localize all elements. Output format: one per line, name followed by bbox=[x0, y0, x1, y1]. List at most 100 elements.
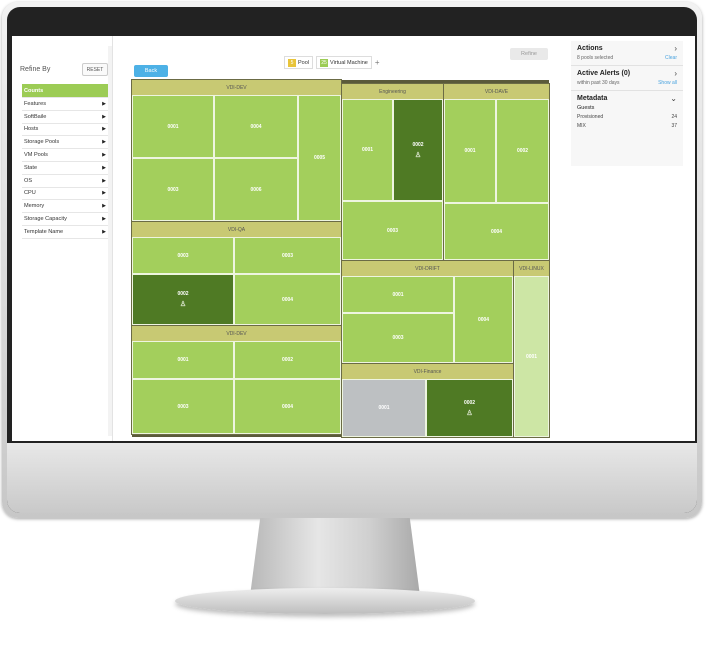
vm-tile[interactable]: 0003 bbox=[234, 237, 341, 274]
vm-label: 0002 bbox=[281, 357, 294, 363]
caret-right-icon: ▶ bbox=[102, 164, 106, 171]
reset-button[interactable]: RESET bbox=[82, 63, 108, 76]
vm-label: 0004 bbox=[477, 316, 490, 323]
add-level-icon[interactable]: + bbox=[374, 58, 380, 67]
filter-label: SoftBaile bbox=[24, 113, 47, 120]
monitor-stand-base bbox=[175, 588, 475, 614]
vm-label: 0004 bbox=[281, 296, 294, 303]
treemap-group[interactable]: VDI-DEV 0001 0002 0003 0004 bbox=[131, 325, 342, 435]
vm-label: 0002 bbox=[177, 291, 189, 297]
vm-tile[interactable]: 0001 bbox=[132, 341, 234, 379]
vm-label: 0001 bbox=[464, 148, 476, 154]
vm-count-badge: 25 bbox=[320, 58, 329, 67]
actions-section[interactable]: Actions › 8 pools selected Clear bbox=[571, 41, 683, 66]
vm-tile[interactable]: 0003 bbox=[342, 201, 443, 260]
filter-item-memory[interactable]: Memory ▶ bbox=[22, 200, 108, 214]
vm-tile[interactable]: 0003 bbox=[342, 313, 454, 363]
treemap-group[interactable]: VDI-LINUX 0001 bbox=[513, 260, 550, 438]
actions-title: Actions bbox=[577, 45, 603, 52]
filter-item-storage-pools[interactable]: Storage Pools ▶ bbox=[22, 136, 108, 150]
treemap-group[interactable]: VDI-DRIFT 0001 0004 0003 bbox=[341, 260, 514, 364]
filter-scrollbar[interactable] bbox=[108, 46, 112, 436]
vm-tile[interactable]: 0004 bbox=[234, 379, 341, 434]
filter-item-features[interactable]: Features ▶ bbox=[22, 98, 108, 111]
vm-label: 0004 bbox=[281, 403, 294, 410]
vm-tile[interactable]: 0006 bbox=[214, 158, 298, 221]
vm-tile-selected[interactable]: 0002 ♙ bbox=[132, 274, 234, 325]
filter-item-state[interactable]: State ▶ bbox=[22, 162, 108, 175]
metadata-value: 37 bbox=[671, 123, 677, 129]
caret-right-icon: ▶ bbox=[102, 139, 106, 146]
vm-tile[interactable]: 0001 bbox=[342, 99, 393, 201]
filter-label: Template Name bbox=[24, 228, 64, 235]
user-icon: ♙ bbox=[466, 409, 473, 417]
filter-item-counts[interactable]: Counts bbox=[22, 84, 108, 98]
filter-label: OS bbox=[24, 177, 33, 184]
filter-item-template-name[interactable]: Template Name ▶ bbox=[22, 226, 108, 239]
vm-tile[interactable]: 0002 bbox=[496, 99, 549, 203]
vm-tile[interactable]: 0004 bbox=[444, 203, 549, 260]
vm-tile[interactable]: 0004 bbox=[234, 274, 341, 325]
group-header: VDI-DEV bbox=[132, 80, 341, 95]
vm-tile[interactable]: 0004 bbox=[214, 95, 298, 158]
vm-tile[interactable]: 0005 bbox=[298, 95, 341, 221]
caret-right-icon: ▶ bbox=[102, 216, 106, 223]
vm-tile-selected[interactable]: 0002 ♙ bbox=[393, 99, 443, 201]
vm-tile[interactable]: 0003 bbox=[132, 237, 234, 274]
vm-label: 0002 bbox=[463, 399, 476, 406]
back-button[interactable]: Back bbox=[134, 65, 168, 77]
refine-panel: Refine By RESET Counts Features ▶ SoftBai… bbox=[12, 36, 113, 441]
vm-label: 0001 bbox=[361, 147, 374, 153]
vm-tile[interactable]: 0001 bbox=[342, 276, 454, 313]
chevron-down-icon[interactable]: ⌄ bbox=[670, 94, 677, 103]
user-icon: ♙ bbox=[414, 151, 422, 159]
alerts-section[interactable]: Active Alerts (0) › within past 30 days … bbox=[571, 66, 683, 91]
clear-link[interactable]: Clear bbox=[665, 55, 677, 61]
group-header: VDI-DAVE bbox=[444, 84, 549, 99]
treemap-group[interactable]: VDI-Finance 0001 0002 ♙ bbox=[341, 363, 514, 438]
metadata-section[interactable]: Metadata ⌄ Guests Provisioned 24 MIX 37 bbox=[571, 91, 683, 133]
filter-label: Storage Capacity bbox=[24, 216, 67, 223]
filter-item-storage-capacity[interactable]: Storage Capacity ▶ bbox=[22, 213, 108, 226]
treemap-group[interactable]: Engineering 0001 0002 ♙ 0003 bbox=[341, 83, 444, 261]
treemap-group[interactable]: VDI-DAVE 0001 0002 0004 bbox=[443, 83, 550, 261]
chevron-right-icon[interactable]: › bbox=[674, 69, 677, 78]
vm-tile[interactable]: 0003 bbox=[132, 379, 234, 434]
vm-tile[interactable]: 0003 bbox=[132, 158, 214, 221]
show-all-link[interactable]: Show all bbox=[658, 80, 677, 86]
filter-item-softbaile[interactable]: SoftBaile ▶ bbox=[22, 111, 108, 124]
treemap-group[interactable]: VDI-DEV 0001 0004 0005 0003 0006 bbox=[131, 79, 342, 222]
filter-item-os[interactable]: OS ▶ bbox=[22, 175, 108, 188]
group-header: VDI-DEV bbox=[132, 326, 341, 341]
breadcrumb-pool[interactable]: 5 Pool bbox=[284, 56, 314, 69]
treemap-group[interactable]: VDI-QA 0003 0003 0002 ♙ 0004 bbox=[131, 221, 342, 326]
vm-tile[interactable]: 0001 bbox=[444, 99, 496, 203]
metadata-key: MIX bbox=[577, 123, 586, 129]
caret-right-icon: ▶ bbox=[102, 177, 106, 184]
filter-item-vm-pools[interactable]: VM Pools ▶ bbox=[22, 149, 108, 162]
vm-tile[interactable]: 0001 bbox=[132, 95, 214, 158]
filter-item-hosts[interactable]: Hosts ▶ bbox=[22, 124, 108, 137]
vm-tile[interactable]: 0004 bbox=[454, 276, 513, 363]
metadata-value: 24 bbox=[671, 114, 677, 120]
breadcrumb-virtual-machine[interactable]: 25 Virtual Machine bbox=[316, 56, 372, 69]
chevron-right-icon[interactable]: › bbox=[674, 44, 677, 53]
vm-tile[interactable]: 0001 bbox=[342, 379, 426, 437]
filter-label: Memory bbox=[24, 203, 45, 210]
vm-tile-selected[interactable]: 0002 ♙ bbox=[426, 379, 513, 437]
details-panel: Actions › 8 pools selected Clear Active … bbox=[571, 41, 683, 166]
refine-button[interactable]: Refine bbox=[510, 48, 548, 60]
vm-label: 0002 bbox=[412, 141, 424, 148]
metadata-row: Provisioned 24 bbox=[577, 114, 677, 120]
group-header: VDI-DRIFT bbox=[342, 261, 513, 276]
metadata-row: MIX 37 bbox=[577, 123, 677, 129]
filter-label: VM Pools bbox=[24, 152, 48, 159]
vm-tile[interactable]: 0002 bbox=[234, 341, 341, 379]
vm-label: 0002 bbox=[516, 148, 529, 154]
vm-label: 0003 bbox=[177, 403, 189, 410]
metadata-title: Metadata bbox=[577, 95, 608, 102]
vm-label: 0006 bbox=[250, 186, 262, 193]
filter-item-cpu[interactable]: CPU ▶ bbox=[22, 188, 108, 201]
vm-tile[interactable]: 0001 bbox=[514, 276, 549, 437]
selection-count: 8 pools selected bbox=[577, 55, 614, 61]
